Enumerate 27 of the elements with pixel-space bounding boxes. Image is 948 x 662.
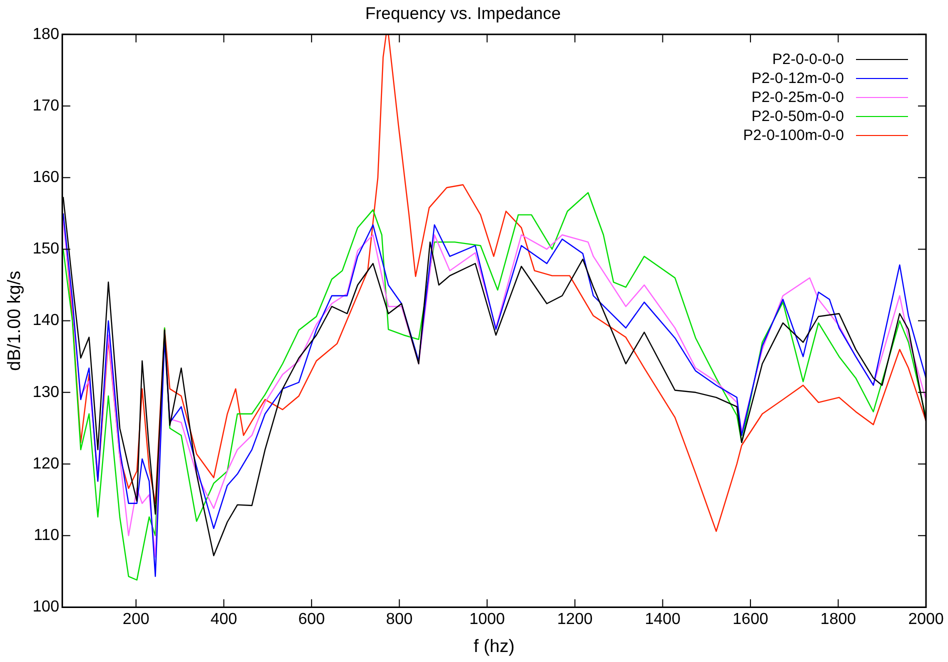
y-tick-label: 160 — [32, 169, 60, 186]
legend-label: P2-0-100m-0-0 — [743, 126, 844, 145]
y-axis-title: dB/1.00 kg/s — [4, 270, 24, 371]
x-tick-label: 2000 — [908, 611, 944, 628]
x-tick-label: 1800 — [820, 611, 856, 628]
x-tick-label: 200 — [122, 611, 150, 628]
x-axis-title: f (hz) — [474, 636, 515, 656]
y-tick-label: 140 — [32, 312, 60, 330]
y-tick-label: 100 — [32, 598, 60, 616]
x-tick-label: 1600 — [732, 611, 768, 628]
chart-title: Frequency vs. Impedance — [365, 4, 561, 23]
legend-label: P2-0-50m-0-0 — [751, 107, 844, 126]
legend-label: P2-0-12m-0-0 — [751, 69, 844, 88]
y-tick-label: 150 — [32, 240, 60, 258]
x-tick-label: 1200 — [557, 611, 593, 628]
y-tick-label: 130 — [32, 384, 60, 401]
x-tick-label: 400 — [210, 611, 238, 628]
legend-label: P2-0-0-0-0 — [772, 50, 844, 69]
y-tick-label: 170 — [32, 97, 60, 114]
x-tick-label: 1000 — [469, 611, 506, 628]
x-tick-label: 600 — [298, 611, 326, 628]
y-tick-label: 180 — [32, 26, 60, 43]
y-tick-label: 110 — [34, 527, 60, 544]
x-tick-label: 800 — [386, 611, 413, 628]
legend-label: P2-0-25m-0-0 — [751, 88, 844, 107]
y-tick-label: 120 — [32, 455, 60, 472]
x-tick-label: 1400 — [644, 611, 681, 628]
